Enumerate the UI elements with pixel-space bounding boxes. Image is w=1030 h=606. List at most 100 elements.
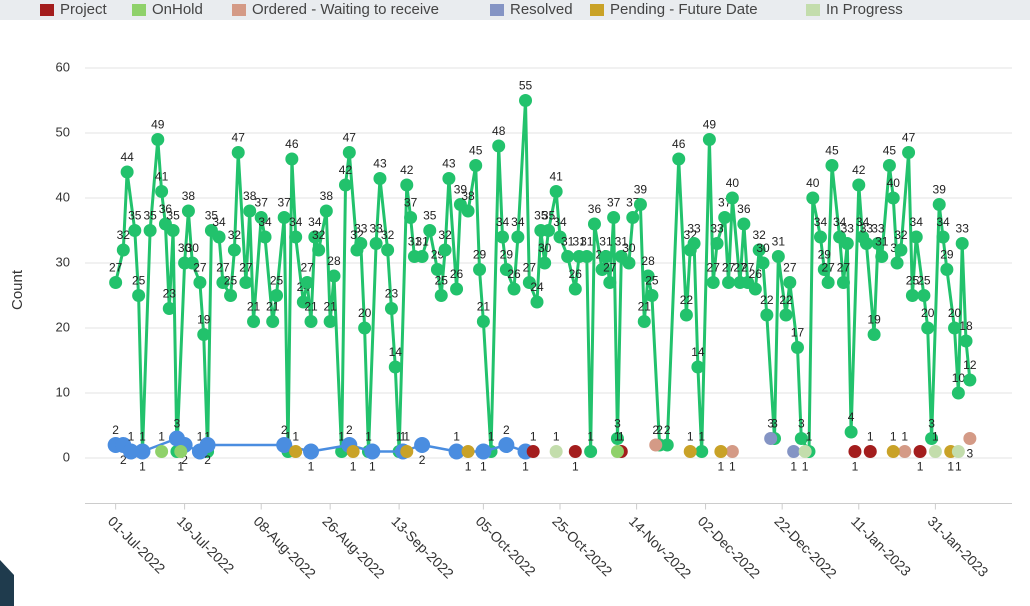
data-label: 25	[270, 274, 284, 288]
data-label: 36	[588, 202, 602, 216]
x-tick-label: 26-Aug-2022	[319, 513, 388, 582]
data-label: 21	[247, 300, 261, 314]
data-label: 31	[415, 235, 429, 249]
legend-swatch	[40, 4, 54, 16]
point	[783, 276, 797, 289]
point	[155, 185, 169, 198]
point	[538, 256, 552, 270]
point	[568, 282, 582, 296]
data-label: 32	[312, 228, 326, 242]
data-label: 2	[112, 423, 119, 437]
point	[951, 445, 965, 458]
point	[549, 185, 563, 198]
point	[645, 289, 659, 302]
point	[863, 445, 877, 458]
point	[270, 289, 284, 302]
data-label: 1	[698, 430, 705, 444]
point	[199, 437, 216, 453]
point	[584, 445, 598, 458]
point	[890, 256, 904, 270]
point	[450, 282, 464, 296]
point	[959, 334, 973, 348]
point	[300, 276, 314, 289]
x-tick-label: 14-Nov-2022	[626, 513, 695, 582]
point	[308, 230, 322, 244]
data-label: 27	[821, 261, 835, 275]
point	[936, 230, 950, 244]
point	[296, 295, 310, 309]
data-label: 1	[400, 430, 407, 444]
point	[798, 445, 812, 458]
data-label: 35	[205, 209, 219, 223]
data-label: 43	[442, 157, 456, 171]
data-label: 35	[143, 209, 157, 223]
point	[358, 321, 372, 335]
data-label: 1	[729, 460, 736, 474]
point	[599, 250, 613, 263]
point	[760, 308, 774, 322]
point	[438, 243, 452, 257]
point	[354, 237, 368, 250]
data-label: 42	[852, 163, 866, 177]
point	[626, 211, 640, 224]
data-label: 4	[848, 410, 855, 424]
y-tick-label: 30	[56, 254, 70, 269]
point	[243, 204, 257, 218]
data-label: 1	[453, 430, 460, 444]
data-label: 37	[404, 196, 418, 210]
point	[155, 445, 169, 458]
data-label: 1	[618, 430, 625, 444]
data-label: 28	[327, 254, 341, 268]
data-label: 26	[569, 267, 583, 281]
x-tick-label: 25-Oct-2022	[549, 513, 615, 579]
data-label: 28	[641, 254, 655, 268]
data-label: 27	[216, 261, 230, 275]
point	[687, 237, 701, 250]
point	[779, 308, 793, 322]
point	[637, 315, 651, 328]
point	[875, 250, 889, 263]
data-label: 20	[921, 306, 935, 320]
data-label: 2	[204, 453, 211, 467]
point	[706, 276, 720, 289]
data-label: 1	[177, 460, 184, 474]
data-label: 2	[346, 423, 353, 437]
data-label: 39	[634, 183, 648, 197]
data-label: 41	[155, 170, 169, 184]
point	[886, 445, 900, 458]
data-label: 27	[193, 261, 207, 275]
point	[224, 289, 238, 302]
point	[423, 224, 437, 237]
point	[388, 360, 402, 374]
point	[840, 237, 854, 250]
data-label: 27	[733, 261, 747, 275]
data-label: 32	[228, 228, 242, 242]
point	[304, 315, 318, 328]
y-tick-label: 10	[56, 384, 70, 399]
data-label: 27	[837, 261, 851, 275]
data-label: 35	[534, 209, 548, 223]
data-label: 42	[339, 163, 353, 177]
data-label: 1	[480, 460, 487, 474]
point	[794, 432, 808, 445]
y-tick-label: 20	[56, 319, 70, 334]
point	[151, 133, 165, 146]
data-label: 37	[255, 196, 269, 210]
data-label: 1	[932, 430, 939, 444]
data-label: 1	[587, 430, 594, 444]
legend-label: Project	[60, 1, 108, 18]
data-label: 23	[385, 287, 399, 301]
point	[695, 445, 709, 458]
point	[134, 443, 151, 460]
data-label: 32	[438, 228, 452, 242]
point	[913, 445, 927, 458]
point	[522, 276, 536, 289]
data-label: 1	[852, 460, 859, 474]
point	[369, 237, 383, 250]
data-label: 31	[772, 235, 786, 249]
point	[836, 276, 850, 289]
point	[174, 445, 188, 458]
data-label: 29	[473, 248, 487, 262]
data-label: 35	[128, 209, 142, 223]
point	[289, 230, 303, 244]
